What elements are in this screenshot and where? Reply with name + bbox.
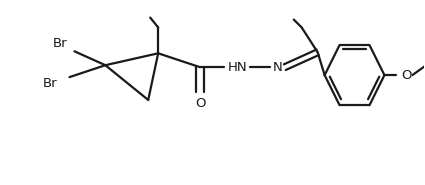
Text: O: O (401, 69, 412, 82)
Text: HN: HN (228, 61, 248, 74)
Text: O: O (195, 97, 205, 110)
Text: Br: Br (42, 77, 57, 90)
Text: Br: Br (53, 37, 67, 50)
Text: N: N (273, 61, 283, 74)
